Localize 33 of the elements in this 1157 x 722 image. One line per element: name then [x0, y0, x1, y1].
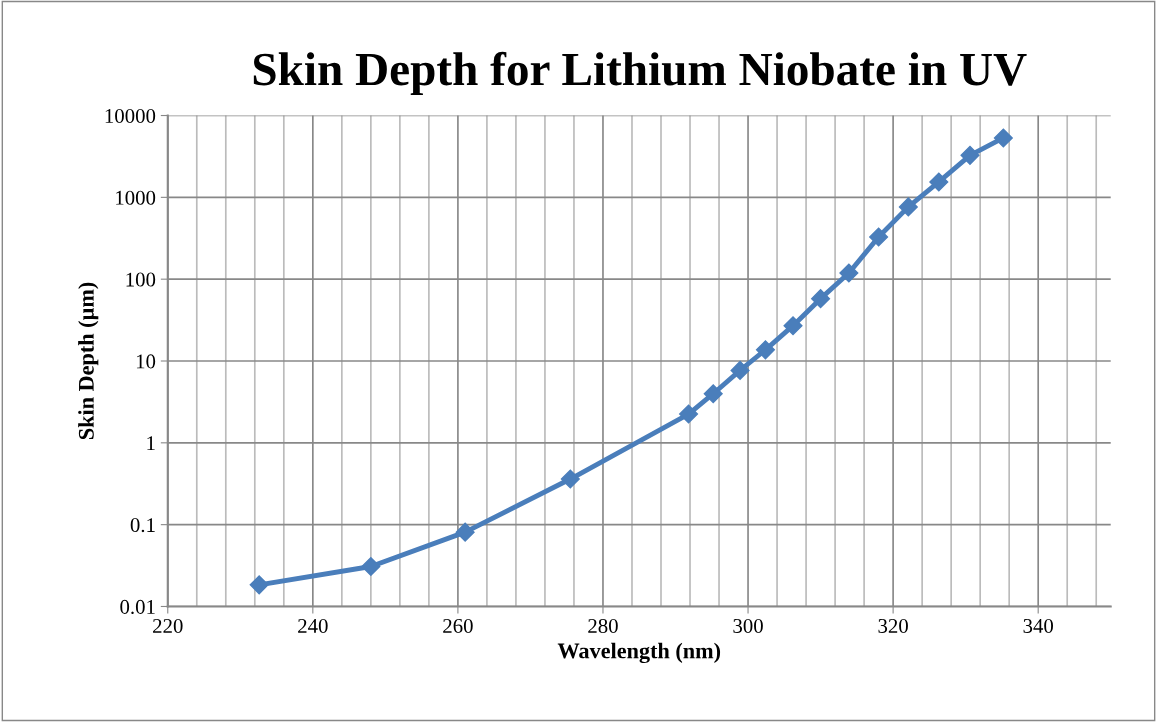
point	[703, 384, 723, 404]
chart-title: Skin Depth for Lithium Niobate in UV	[253, 51, 1027, 96]
point	[361, 556, 381, 577]
point	[730, 360, 750, 380]
point	[929, 172, 949, 192]
point	[993, 128, 1013, 148]
y-tick-label: 1000	[116, 190, 156, 205]
y-tick-label: 1	[147, 436, 155, 451]
point	[811, 289, 831, 309]
point	[455, 522, 475, 542]
x-tick-label: 340	[1023, 618, 1054, 633]
point	[783, 316, 803, 336]
point	[249, 575, 269, 595]
point	[560, 469, 580, 489]
x-tick-label: 240	[298, 618, 328, 633]
x-tick-label: 220	[153, 618, 183, 633]
y-tick-label: 0.1	[130, 518, 155, 533]
point	[839, 263, 859, 283]
point	[869, 227, 889, 247]
y-axis-title: Skin Depth (µm)	[78, 282, 99, 440]
point	[960, 145, 980, 165]
y-tick-label: 10000	[105, 108, 156, 123]
point	[755, 340, 775, 360]
x-tick-label: 260	[443, 618, 473, 633]
y-tick-label: 0.01	[120, 599, 155, 614]
x-axis-title: Wavelength (nm)	[557, 642, 721, 664]
x-tick-label: 320	[878, 618, 908, 633]
point	[898, 197, 918, 217]
point	[679, 404, 699, 424]
y-tick-label: 100	[126, 272, 156, 287]
y-tick-label: 10	[136, 354, 156, 369]
x-tick-label: 300	[733, 618, 763, 633]
x-tick-label: 280	[588, 618, 618, 633]
